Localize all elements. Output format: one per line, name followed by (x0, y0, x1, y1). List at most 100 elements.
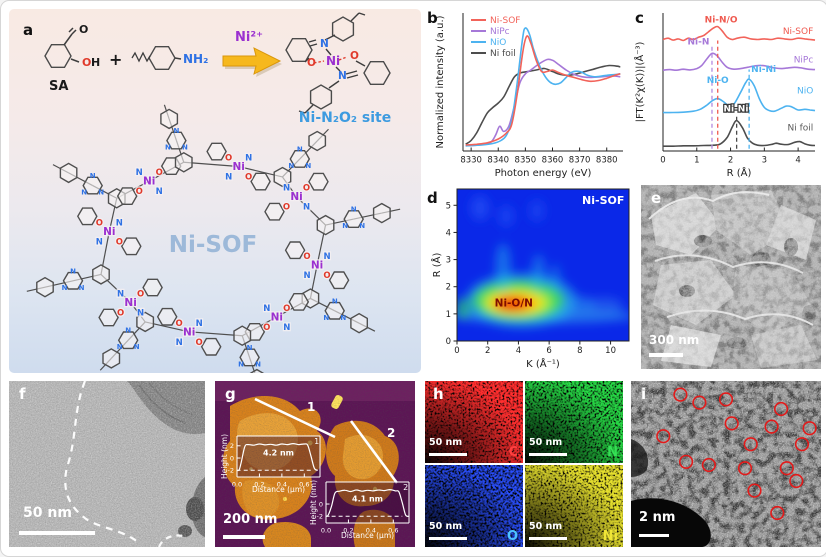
svg-text:N: N (137, 308, 144, 318)
svg-text:4: 4 (446, 228, 451, 238)
svg-text:N: N (332, 297, 338, 305)
svg-text:8330: 8330 (460, 156, 482, 166)
svg-text:N: N (176, 338, 183, 348)
svg-text:NiO: NiO (490, 38, 506, 48)
svg-text:N: N (134, 343, 140, 351)
svg-text:N: N (96, 237, 103, 247)
svg-text:N: N (90, 172, 96, 180)
svg-text:Ni-N/O: Ni-N/O (705, 15, 738, 25)
svg-text:2: 2 (446, 283, 451, 293)
svg-text:3: 3 (762, 156, 767, 166)
x-axis-label: Distance (μm) (252, 485, 305, 494)
svg-text:N: N (165, 144, 171, 152)
xanes-chart: 8330 8340 8350 8360 8370 8380 Ni-SOFNiPcNiONi … (435, 13, 623, 179)
x-axis-label: K (Å⁻¹) (526, 357, 560, 370)
svg-text:N: N (117, 289, 124, 299)
hydroxyl-hydrogen: H (91, 56, 100, 69)
y-axis-label: R (Å) (431, 253, 443, 278)
sem-scalebar (649, 353, 683, 357)
svg-text:8360: 8360 (542, 156, 564, 166)
svg-text:N: N (62, 284, 68, 292)
panel-h-eds-maps: 50 nm C 50 nm N 50 nm O 50 nm (425, 381, 623, 547)
svg-text:N: N (263, 304, 270, 314)
eds-map-n: 50 nm N (525, 381, 623, 463)
height-profile-inset-2: 0.0 0.2 0.4 0.6 0 -2 4.1 nm 2 Distance (μm) Heigh… (309, 480, 410, 540)
svg-text:Ni-O: Ni-O (707, 76, 729, 86)
svg-text:Ni-SOF: Ni-SOF (783, 27, 813, 37)
eds-scalebar-text: 50 nm (529, 437, 563, 448)
svg-text:Ni: Ni (311, 260, 323, 272)
svg-text:N: N (283, 323, 290, 333)
svg-text:O: O (116, 237, 123, 247)
y-axis-label: Height (nm) (309, 480, 318, 525)
eds-map-ni: 50 nm Ni (525, 465, 623, 547)
profile-line-2 (349, 420, 399, 484)
sem-texture (641, 185, 821, 369)
svg-text:0.4: 0.4 (366, 527, 376, 535)
svg-text:0: 0 (446, 337, 451, 347)
svg-text:Ni-Ni: Ni-Ni (723, 105, 748, 115)
svg-text:Ni: Ni (143, 176, 155, 188)
panel-c-label: c (635, 9, 644, 27)
svg-text:2: 2 (403, 483, 408, 492)
eds-scalebar (429, 537, 467, 540)
svg-text:8380: 8380 (596, 156, 618, 166)
svg-text:N: N (125, 327, 131, 335)
svg-text:N: N (174, 127, 180, 135)
element-label-c: C (508, 445, 518, 460)
svg-text:O: O (225, 154, 232, 164)
svg-text:8340: 8340 (487, 156, 509, 166)
svg-text:NiPc: NiPc (490, 27, 510, 37)
y-axis-label: |FT(K²χ(K))|(Å⁻³) (633, 41, 646, 122)
svg-text:O: O (245, 173, 252, 183)
svg-text:N: N (136, 168, 143, 178)
exafs-chart: 0 1 2 3 4 Ni-N/O Ni-N Ni-Ni Ni-O Ni-Ni Ni-SOF NiPc N… (633, 13, 816, 179)
profile-2-tag: 2 (387, 426, 395, 440)
aldehyde-oxygen: O (79, 23, 88, 36)
svg-text:O: O (137, 289, 144, 299)
svg-text:O: O (117, 308, 124, 318)
svg-text:8370: 8370 (569, 156, 591, 166)
svg-text:2: 2 (728, 156, 733, 166)
sem-scalebar-text: 300 nm (649, 333, 700, 347)
product-n-top: N (320, 38, 329, 50)
svg-text:Ni: Ni (103, 226, 115, 238)
svg-text:O: O (283, 203, 290, 213)
svg-text:8: 8 (577, 346, 582, 356)
svg-text:10: 10 (605, 346, 616, 356)
svg-text:O: O (176, 319, 183, 329)
eds-scalebar (529, 537, 567, 540)
svg-text:4.2 nm: 4.2 nm (263, 448, 294, 457)
svg-text:Ni-Ni: Ni-Ni (751, 65, 776, 75)
svg-text:O: O (96, 218, 103, 228)
svg-text:1: 1 (694, 156, 699, 166)
haadf-scalebar (639, 533, 669, 537)
svg-text:N: N (70, 267, 76, 275)
svg-text:0.4: 0.4 (277, 481, 287, 489)
svg-text:N: N (79, 284, 85, 292)
series-NiPc (465, 58, 621, 147)
svg-text:N: N (247, 344, 253, 352)
panel-i-haadf: i 2 nm (631, 381, 821, 547)
svg-text:0: 0 (454, 346, 459, 356)
svg-text:0: 0 (319, 500, 323, 508)
tem-scalebar-text: 50 nm (23, 505, 72, 521)
eds-scalebar-text: 50 nm (529, 521, 563, 532)
eds-scalebar-text: 50 nm (429, 521, 463, 532)
series-Ni foil (465, 64, 621, 145)
x-axis-label: Photon energy (eV) (495, 168, 592, 179)
svg-text:N: N (255, 360, 261, 368)
svg-text:N: N (156, 187, 163, 197)
eds-noise (525, 465, 623, 547)
eds-map-o: 50 nm O (425, 465, 523, 547)
svg-text:-2: -2 (228, 467, 234, 475)
svg-text:Ni: Ni (271, 311, 283, 323)
svg-text:N: N (342, 222, 348, 230)
svg-text:Ni-O/N: Ni-O/N (495, 297, 533, 309)
haadf-scalebar-text: 2 nm (639, 510, 676, 525)
afm-texture: 1 2 (215, 381, 415, 547)
panel-a-label: a (23, 21, 33, 39)
panel-b-label: b (427, 9, 438, 27)
plus-sign: + (109, 50, 122, 69)
